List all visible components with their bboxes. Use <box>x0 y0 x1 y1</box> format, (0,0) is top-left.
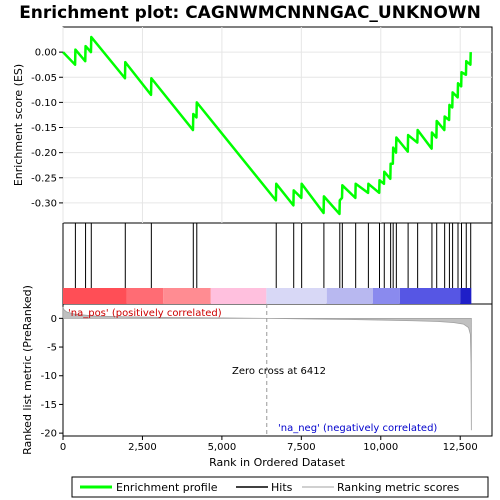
metric-tick-label: -10 <box>41 371 57 382</box>
es-panel <box>62 26 493 224</box>
ranking-metric-area <box>62 306 472 431</box>
heat-bar-segment <box>210 288 267 304</box>
x-tick-label: 5,000 <box>208 442 237 453</box>
heat-bar-segment <box>63 288 127 304</box>
es-tick-label: -0.05 <box>31 73 57 84</box>
es-y-axis: 0.00 -0.05 -0.10 -0.15 -0.20 -0.25 -0.30 <box>31 48 63 209</box>
heat-bar-segment <box>266 288 327 304</box>
es-tick-label: -0.10 <box>31 98 57 109</box>
x-tick-label: 2,500 <box>128 442 157 453</box>
metric-tick-label: -15 <box>41 400 57 411</box>
metric-y-axis-label: Ranked list metric (PreRanked) <box>21 285 34 455</box>
enrichment-profile-line <box>62 35 472 216</box>
metric-tick-label: -5 <box>47 343 57 354</box>
metric-tick-label: 0 <box>51 314 57 325</box>
x-tick-label: 7,500 <box>287 442 316 453</box>
es-tick-label: -0.25 <box>31 173 57 184</box>
x-axis-label: Rank in Ordered Dataset <box>209 456 346 469</box>
es-grid <box>62 27 492 223</box>
legend-box <box>71 476 489 498</box>
metric-y-axis: 0 -5 -10 -15 -20 <box>41 314 63 440</box>
legend-enrichment-profile: Enrichment profile <box>116 481 218 494</box>
chart-title: Enrichment plot: CAGNWMCNNNGAC_UNKNOWN <box>19 3 481 23</box>
legend: Enrichment profile Hits Ranking metric s… <box>71 476 489 498</box>
hit-markers <box>74 223 472 288</box>
metric-tick-label: -20 <box>41 429 57 440</box>
x-tick-label: 0 <box>60 442 66 453</box>
zero-cross-label: Zero cross at 6412 <box>232 366 326 377</box>
legend-hits: Hits <box>271 481 293 494</box>
es-y-axis-label: Enrichment score (ES) <box>12 64 25 186</box>
neg-label: 'na_neg' (negatively correlated) <box>278 423 437 434</box>
enrichment-profile <box>62 35 472 216</box>
ranking-metric <box>62 304 472 436</box>
heat-bar-segment <box>372 288 400 304</box>
es-tick-label: -0.15 <box>31 123 57 134</box>
heat-bar-segment <box>163 288 211 304</box>
pos-label: 'na_pos' (positively correlated) <box>68 308 222 319</box>
heat-bar-segment <box>460 288 472 304</box>
heat-bar-segment <box>326 288 373 304</box>
heat-bar-segment <box>399 288 461 304</box>
x-axis: 0 2,500 5,000 7,500 10,000 12,500 <box>60 436 478 453</box>
rank-heat-bar <box>63 288 472 304</box>
es-tick-label: 0.00 <box>35 48 57 59</box>
es-tick-label: -0.20 <box>31 148 57 159</box>
es-tick-label: -0.30 <box>31 198 57 209</box>
x-tick-label: 10,000 <box>363 442 398 453</box>
legend-ranking-metric: Ranking metric scores <box>337 481 459 494</box>
x-tick-label: 12,500 <box>443 442 478 453</box>
heat-bar-segment <box>126 288 164 304</box>
